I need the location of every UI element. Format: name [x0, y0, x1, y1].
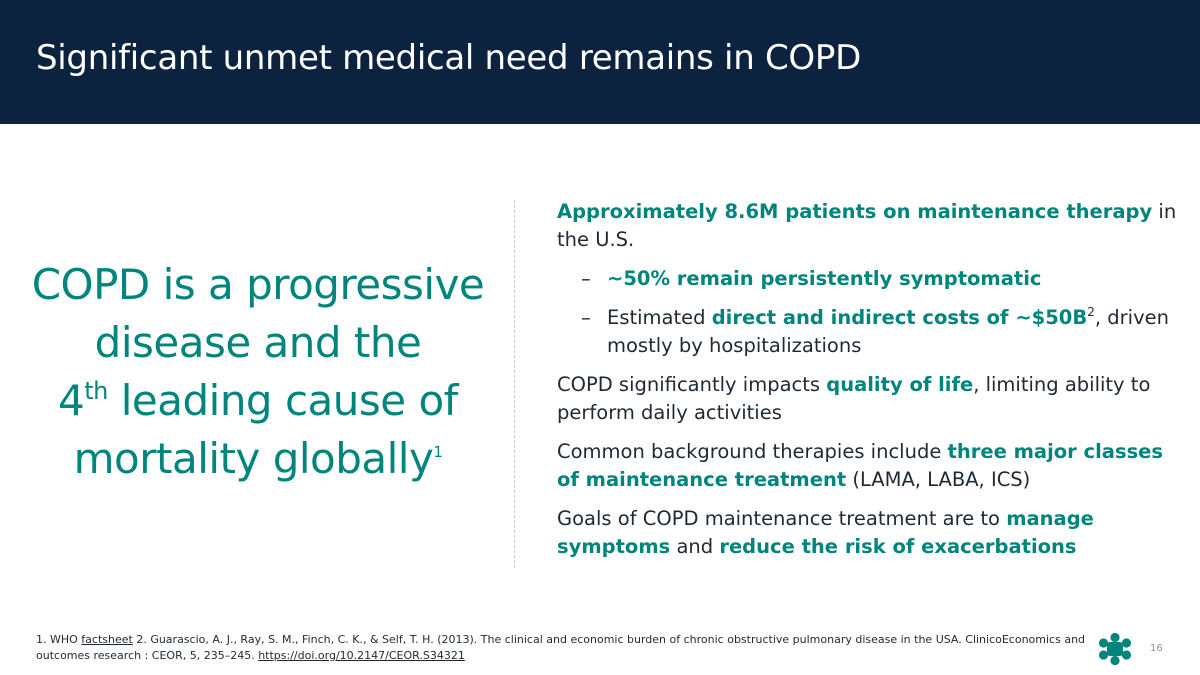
doi-link[interactable]: https://doi.org/10.2147/CEOR.S34321 — [258, 649, 465, 662]
claim-reference: 1 — [433, 443, 443, 461]
key-claim: COPD is a progressive disease and the 4t… — [18, 256, 498, 488]
highlight-text: Approximately 8.6M patients on maintenan… — [557, 200, 1153, 223]
bullet-text: in the U.S. — [557, 200, 1177, 251]
footnote-body: 2. Guarascio, A. J., Ray, S. M., Finch, … — [36, 633, 1086, 662]
bullet-text: Estimated — [607, 306, 712, 329]
highlight-text: quality of life — [826, 373, 974, 396]
highlight-text: ~50% remain persistently symptomatic — [607, 267, 1042, 290]
bullet-text: COPD significantly impacts — [557, 373, 827, 396]
dash-marker: – — [581, 306, 591, 329]
footnote-prefix: 1. WHO — [36, 633, 82, 646]
bullet-quality-of-life: COPD significantly impacts quality of li… — [557, 371, 1177, 427]
highlight-text: manage symptoms — [557, 507, 1094, 558]
bullet-therapies: Common background therapies include thre… — [557, 438, 1177, 494]
bullet-text: (LAMA, LABA, ICS) — [846, 468, 1031, 491]
claim-line-4-text: mortality globally — [73, 434, 434, 483]
sub-bullet-costs: – Estimated direct and indirect costs of … — [581, 304, 1177, 360]
claim-line-2: disease and the — [94, 318, 422, 367]
highlight-text: direct and indirect costs of ~$50B — [711, 306, 1088, 329]
sub-bullet-symptomatic: – ~50% remain persistently symptomatic — [581, 265, 1177, 293]
bullet-text: Goals of COPD maintenance treatment are … — [557, 507, 1007, 530]
bullet-list: Approximately 8.6M patients on maintenan… — [557, 198, 1177, 572]
highlight-text: three major classes of maintenance treat… — [557, 440, 1164, 491]
bullet-text: , limiting ability to perform daily acti… — [557, 373, 1151, 424]
footnote: 1. WHO factsheet 2. Guarascio, A. J., Ra… — [36, 632, 1106, 664]
dash-marker: – — [581, 267, 591, 290]
claim-line-3-rest: leading cause of — [107, 376, 459, 425]
bullet-text: and — [670, 535, 720, 558]
bullet-patients: Approximately 8.6M patients on maintenan… — [557, 198, 1177, 254]
highlight-text: reduce the risk of exacerbations — [719, 535, 1077, 558]
page-number: 16 — [1150, 643, 1163, 654]
page-title: Significant unmet medical need remains i… — [36, 38, 861, 78]
claim-line-4: mortality globally1 — [18, 430, 498, 488]
vertical-divider — [514, 200, 515, 568]
company-logo-icon — [1098, 632, 1132, 666]
claim-line-1: COPD is a progressive — [31, 260, 485, 309]
claim-line-3: 4th leading cause of — [18, 372, 498, 430]
bullet-goals: Goals of COPD maintenance treatment are … — [557, 505, 1177, 561]
claim-rank-suffix: th — [84, 377, 108, 405]
bullet-text: Common background therapies include — [557, 440, 948, 463]
bullet-text: , driven mostly by hospitalizations — [607, 306, 1169, 357]
factsheet-link[interactable]: factsheet — [81, 633, 133, 646]
claim-rank-number: 4 — [58, 376, 85, 425]
cost-reference: 2 — [1087, 305, 1095, 319]
header-bar: Significant unmet medical need remains i… — [0, 0, 1200, 124]
